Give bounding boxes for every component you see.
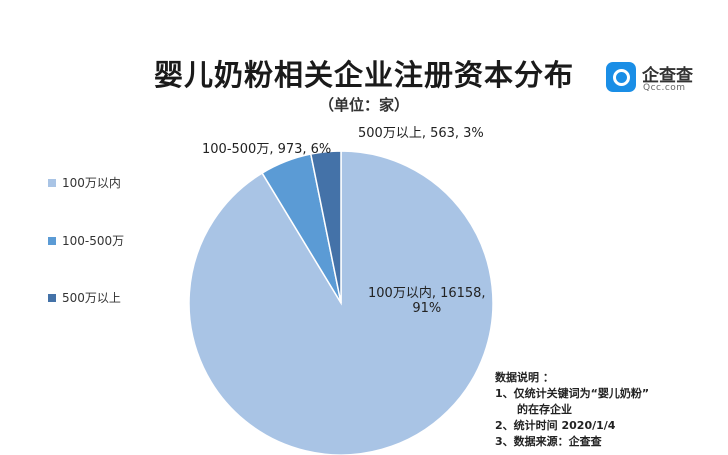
qcc-logo: 企查查 Qcc.com xyxy=(606,62,716,98)
data-label-under-1m: 100万以内, 16158, 91% xyxy=(368,286,486,316)
logo-subtext: Qcc.com xyxy=(643,83,686,93)
data-notes: 数据说明 ： 1、仅统计关键词为“婴儿奶粉” 的在存企业 2、统计时间 2020… xyxy=(495,370,649,450)
pie-slice-over-5m xyxy=(309,150,342,304)
legend-swatch xyxy=(48,236,56,245)
notes-line-2: 2、统计时间 2020/1/4 xyxy=(495,419,616,432)
legend-item: 100万以内 xyxy=(48,174,168,190)
logo-text: 企查查 xyxy=(642,66,693,86)
legend-label: 500万以上 xyxy=(62,291,121,305)
legend-label: 100万以内 xyxy=(62,176,121,190)
pie-slice-under-1m xyxy=(188,150,494,455)
chart-title: 婴儿奶粉相关企业注册资本分布 xyxy=(153,58,574,92)
legend-label: 100-500万 xyxy=(62,234,125,248)
data-label-1m-5m: 100-500万, 973, 6% xyxy=(202,142,332,157)
notes-line-1: 1、仅统计关键词为“婴儿奶粉” xyxy=(495,387,650,400)
notes-line-3: 3、数据来源：企查查 xyxy=(495,435,602,448)
qcc-logo-icon xyxy=(606,62,636,92)
legend-item: 100-500万 xyxy=(48,232,168,248)
chart-subtitle: （单位：家） xyxy=(318,96,409,114)
legend-item: 500万以上 xyxy=(48,289,168,305)
data-label-over-5m: 500万以上, 563, 3% xyxy=(358,126,484,141)
notes-heading: 数据说明 ： xyxy=(495,371,554,384)
legend-swatch xyxy=(48,293,56,302)
notes-line-1b: 的在存企业 xyxy=(517,403,572,416)
legend-swatch xyxy=(48,178,56,187)
